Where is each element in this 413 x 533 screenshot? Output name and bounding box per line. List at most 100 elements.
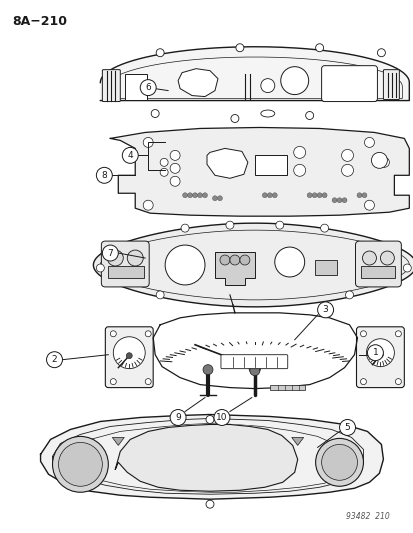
Circle shape <box>394 331 400 337</box>
Circle shape <box>202 365 212 375</box>
Polygon shape <box>178 69 217 96</box>
Circle shape <box>394 378 400 385</box>
Circle shape <box>96 167 112 183</box>
Circle shape <box>156 49 164 56</box>
Circle shape <box>143 200 153 210</box>
Circle shape <box>214 409 229 425</box>
FancyBboxPatch shape <box>102 70 120 102</box>
Circle shape <box>363 138 373 148</box>
Text: 1: 1 <box>372 348 377 357</box>
Circle shape <box>341 149 353 161</box>
Circle shape <box>336 198 341 203</box>
Circle shape <box>366 339 394 367</box>
FancyBboxPatch shape <box>361 266 394 278</box>
Circle shape <box>377 352 382 358</box>
Text: 10: 10 <box>216 413 227 422</box>
Circle shape <box>370 152 387 168</box>
Circle shape <box>219 255 229 265</box>
Circle shape <box>341 164 353 176</box>
Circle shape <box>127 250 143 266</box>
Circle shape <box>46 352 62 368</box>
Circle shape <box>145 331 151 337</box>
Circle shape <box>275 221 283 229</box>
Circle shape <box>239 255 249 265</box>
Text: 8A−210: 8A−210 <box>13 15 67 28</box>
Circle shape <box>192 193 197 198</box>
Circle shape <box>206 500 214 508</box>
Circle shape <box>170 150 180 160</box>
Polygon shape <box>291 438 303 446</box>
Circle shape <box>160 158 168 166</box>
Polygon shape <box>269 385 304 390</box>
Polygon shape <box>206 148 247 179</box>
Circle shape <box>331 198 336 203</box>
Circle shape <box>293 147 305 158</box>
FancyBboxPatch shape <box>221 354 287 369</box>
Circle shape <box>262 193 267 198</box>
Text: 2: 2 <box>52 355 57 364</box>
Circle shape <box>140 79 156 95</box>
Polygon shape <box>110 127 408 216</box>
Text: 4: 4 <box>127 151 133 160</box>
Circle shape <box>360 331 366 337</box>
Circle shape <box>293 164 305 176</box>
Circle shape <box>316 193 321 198</box>
FancyBboxPatch shape <box>314 260 336 275</box>
Circle shape <box>182 193 187 198</box>
Circle shape <box>402 264 411 272</box>
Polygon shape <box>100 47 408 101</box>
Circle shape <box>274 247 304 277</box>
Circle shape <box>315 44 323 52</box>
Circle shape <box>230 115 238 123</box>
Polygon shape <box>112 438 124 446</box>
Circle shape <box>229 255 239 265</box>
Circle shape <box>160 168 168 176</box>
Circle shape <box>58 442 102 486</box>
Circle shape <box>145 378 151 385</box>
Circle shape <box>267 193 272 198</box>
FancyBboxPatch shape <box>355 241 400 287</box>
Text: 8: 8 <box>101 171 107 180</box>
FancyBboxPatch shape <box>101 241 149 287</box>
Circle shape <box>345 291 353 299</box>
Circle shape <box>113 337 145 369</box>
Polygon shape <box>214 252 254 285</box>
Circle shape <box>217 196 222 201</box>
Circle shape <box>249 366 259 376</box>
Circle shape <box>170 176 180 186</box>
FancyBboxPatch shape <box>105 327 153 387</box>
FancyBboxPatch shape <box>125 74 147 100</box>
Circle shape <box>306 193 311 198</box>
Circle shape <box>170 163 180 173</box>
Circle shape <box>280 67 308 94</box>
FancyBboxPatch shape <box>108 266 144 278</box>
Circle shape <box>180 224 189 232</box>
Circle shape <box>170 409 185 425</box>
Circle shape <box>260 79 274 93</box>
Circle shape <box>143 138 153 148</box>
Circle shape <box>311 193 316 198</box>
Circle shape <box>107 250 123 266</box>
Polygon shape <box>40 415 382 499</box>
Circle shape <box>151 109 159 117</box>
Polygon shape <box>153 313 357 389</box>
Text: 7: 7 <box>107 248 113 257</box>
Circle shape <box>202 193 207 198</box>
Circle shape <box>206 416 214 424</box>
Circle shape <box>235 44 243 52</box>
Circle shape <box>356 193 361 198</box>
Circle shape <box>378 157 389 167</box>
Text: 6: 6 <box>145 83 151 92</box>
Circle shape <box>362 251 375 265</box>
Circle shape <box>315 439 363 486</box>
Circle shape <box>317 302 333 318</box>
Circle shape <box>380 251 394 265</box>
Circle shape <box>212 196 217 201</box>
Circle shape <box>360 378 366 385</box>
Polygon shape <box>115 424 297 491</box>
Circle shape <box>122 148 138 163</box>
FancyBboxPatch shape <box>382 70 399 100</box>
Circle shape <box>339 419 355 435</box>
Circle shape <box>126 353 132 359</box>
Circle shape <box>272 193 277 198</box>
